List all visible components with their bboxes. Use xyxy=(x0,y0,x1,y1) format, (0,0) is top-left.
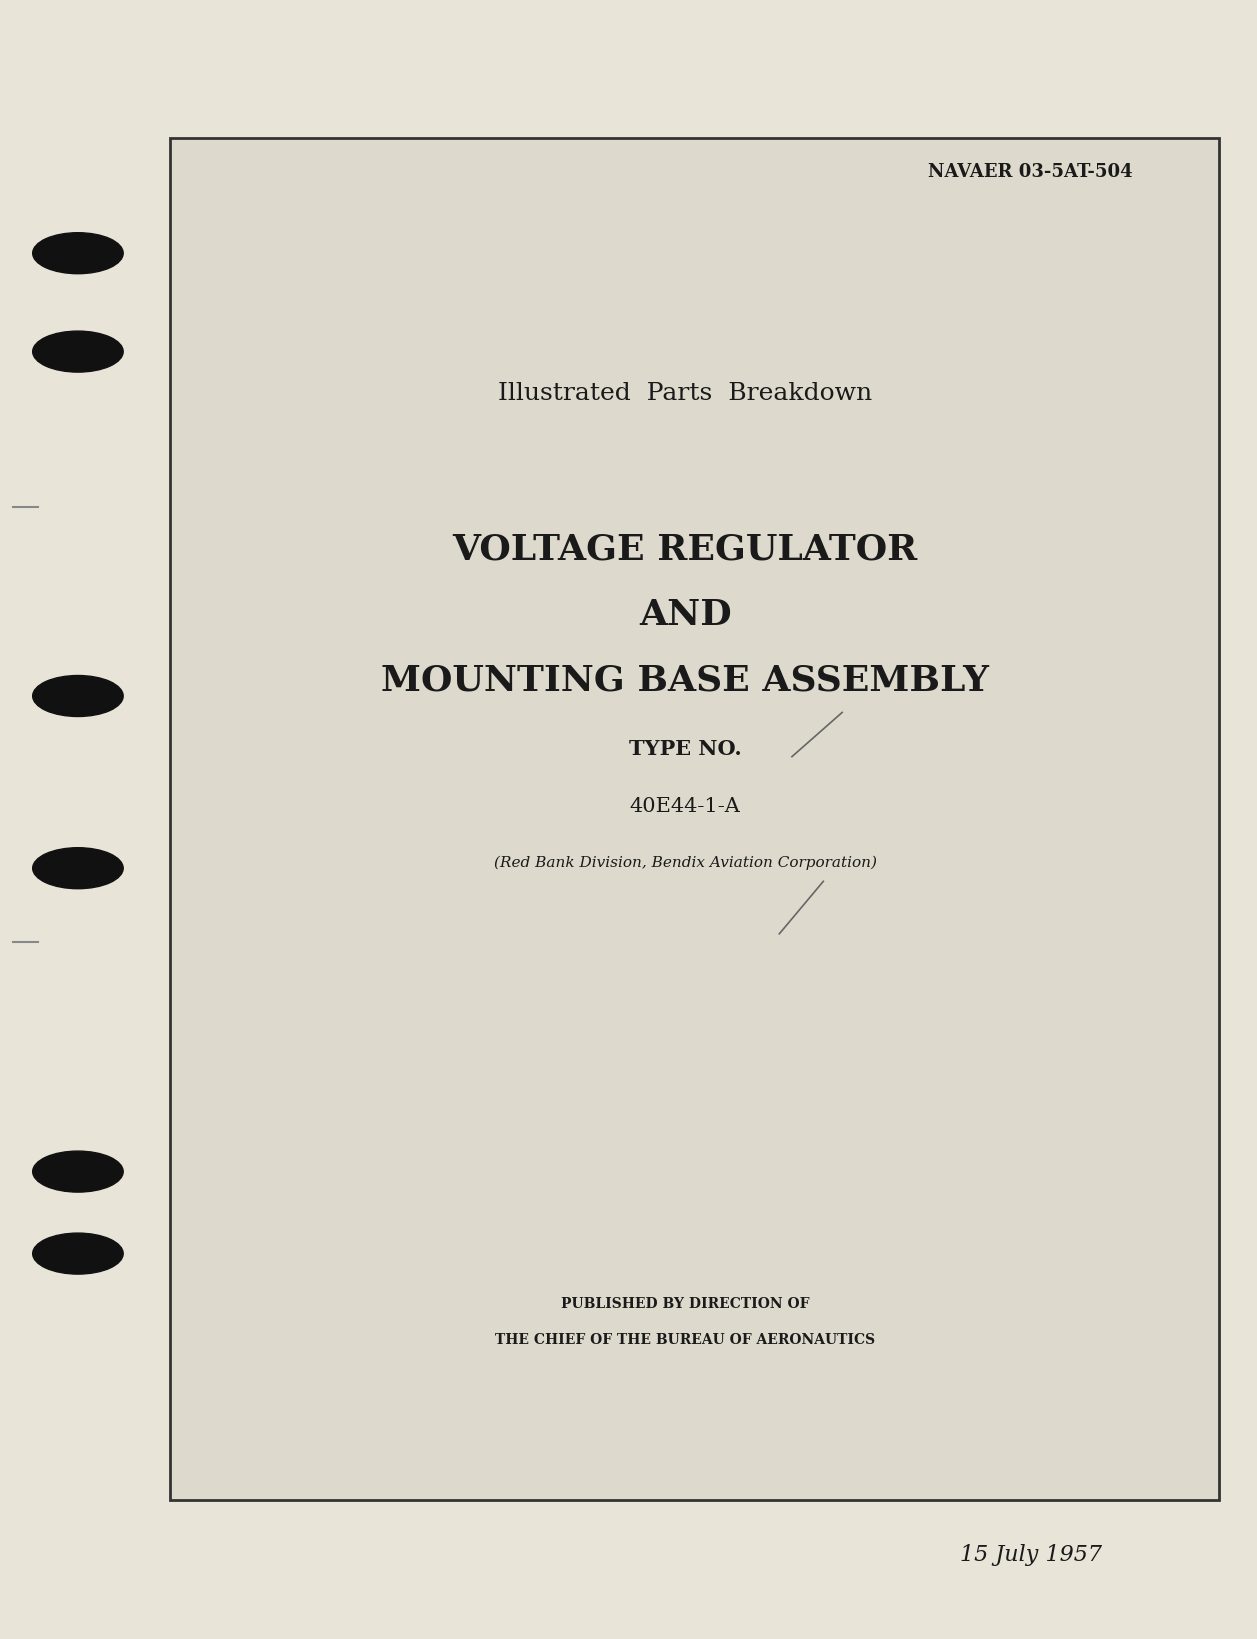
Text: (Red Bank Division, Bendix Aviation Corporation): (Red Bank Division, Bendix Aviation Corp… xyxy=(494,856,876,869)
Text: VOLTAGE REGULATOR: VOLTAGE REGULATOR xyxy=(453,533,918,565)
Text: TYPE NO.: TYPE NO. xyxy=(628,739,742,759)
Text: 15 July 1957: 15 July 1957 xyxy=(960,1542,1101,1565)
Text: MOUNTING BASE ASSEMBLY: MOUNTING BASE ASSEMBLY xyxy=(381,664,989,697)
Text: AND: AND xyxy=(639,598,732,631)
Text: Illustrated  Parts  Breakdown: Illustrated Parts Breakdown xyxy=(498,382,872,405)
Ellipse shape xyxy=(33,331,123,372)
Ellipse shape xyxy=(33,849,123,888)
Text: THE CHIEF OF THE BUREAU OF AERONAUTICS: THE CHIEF OF THE BUREAU OF AERONAUTICS xyxy=(495,1333,875,1346)
Ellipse shape xyxy=(33,1233,123,1275)
Text: NAVAER 03-5AT-504: NAVAER 03-5AT-504 xyxy=(929,164,1133,180)
Text: 40E44-1-A: 40E44-1-A xyxy=(630,797,740,816)
Ellipse shape xyxy=(33,1151,123,1193)
FancyBboxPatch shape xyxy=(170,139,1219,1500)
Ellipse shape xyxy=(33,233,123,274)
Ellipse shape xyxy=(33,677,123,718)
Text: PUBLISHED BY DIRECTION OF: PUBLISHED BY DIRECTION OF xyxy=(561,1296,810,1310)
